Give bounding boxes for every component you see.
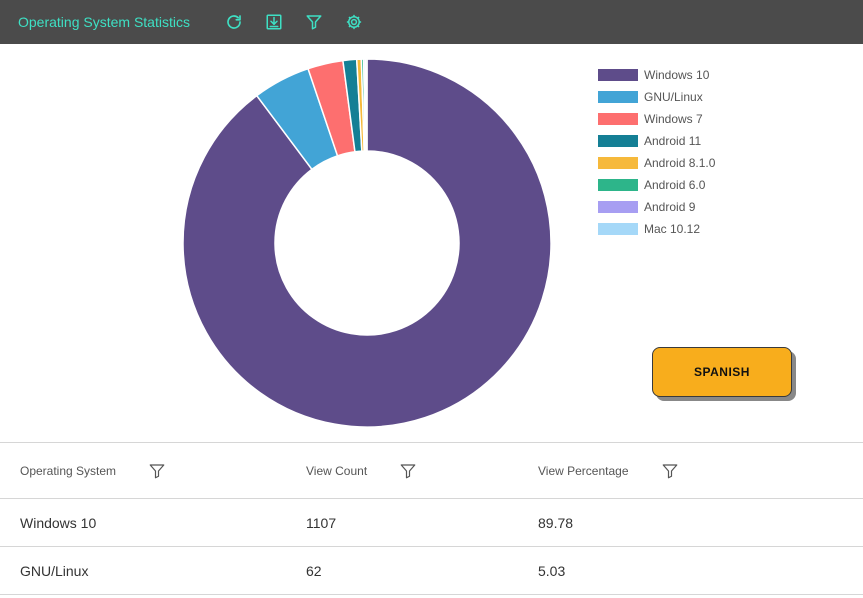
legend-label: Android 9 (644, 200, 696, 214)
donut-chart (182, 58, 552, 428)
legend-item[interactable]: GNU/Linux (598, 86, 715, 108)
cell-view-count: 1107 (306, 498, 538, 547)
filter-icon[interactable] (399, 462, 417, 480)
table-header-row: Operating System View Count View Percent… (0, 443, 863, 499)
donut-slice-mac-10-12[interactable] (364, 58, 368, 152)
refresh-icon[interactable] (224, 12, 244, 32)
legend-swatch (598, 201, 638, 213)
legend-label: Android 8.1.0 (644, 156, 716, 170)
donut-slice-windows-10[interactable] (182, 58, 552, 428)
table-row[interactable]: Windows 10 1107 89.78 (0, 498, 863, 547)
cell-operating-system: Windows 10 (0, 498, 306, 547)
legend-swatch (598, 69, 638, 81)
legend-swatch (598, 223, 638, 235)
legend-swatch (598, 113, 638, 125)
legend-swatch (598, 135, 638, 147)
column-header-label: Operating System (20, 463, 117, 478)
legend-item[interactable]: Android 6.0 (598, 174, 715, 196)
legend-label: Android 11 (644, 134, 702, 148)
legend-item[interactable]: Windows 10 (598, 64, 715, 86)
download-icon[interactable] (264, 12, 284, 32)
toolbar: Operating System Statistics (0, 0, 863, 44)
page-title: Operating System Statistics (18, 14, 190, 30)
legend-swatch (598, 91, 638, 103)
filter-icon[interactable] (304, 12, 324, 32)
column-header-view-count: View Count (306, 443, 538, 499)
chart-area: Windows 10 GNU/Linux Windows 7 Android 11 An… (0, 44, 863, 443)
gear-icon[interactable] (344, 12, 364, 32)
chart-legend: Windows 10 GNU/Linux Windows 7 Android 11 An… (598, 64, 715, 240)
cell-operating-system: GNU/Linux (0, 546, 306, 595)
legend-swatch (598, 179, 638, 191)
legend-item[interactable]: Windows 7 (598, 108, 715, 130)
column-header-label: View Percentage (538, 463, 629, 478)
spanish-language-button[interactable]: SPANISH (652, 347, 792, 397)
filter-icon[interactable] (661, 462, 679, 480)
legend-label: Windows 7 (644, 112, 703, 126)
legend-item[interactable]: Android 11 (598, 130, 715, 152)
legend-label: Windows 10 (644, 68, 710, 82)
legend-label: Android 6.0 (644, 178, 706, 192)
cell-view-count: 62 (306, 546, 538, 595)
legend-label: Mac 10.12 (644, 222, 701, 236)
legend-label: GNU/Linux (644, 90, 703, 104)
legend-swatch (598, 157, 638, 169)
table-row[interactable]: GNU/Linux 62 5.03 (0, 546, 863, 595)
legend-item[interactable]: Mac 10.12 (598, 218, 715, 240)
legend-item[interactable]: Android 8.1.0 (598, 152, 715, 174)
column-header-view-percentage: View Percentage (538, 443, 863, 499)
column-header-label: View Count (306, 463, 368, 478)
legend-item[interactable]: Android 9 (598, 196, 715, 218)
filter-icon[interactable] (148, 462, 166, 480)
cell-view-percentage: 5.03 (538, 546, 863, 595)
statistics-table: Operating System View Count View Percent… (0, 443, 863, 595)
column-header-operating-system: Operating System (0, 443, 306, 499)
cell-view-percentage: 89.78 (538, 498, 863, 547)
